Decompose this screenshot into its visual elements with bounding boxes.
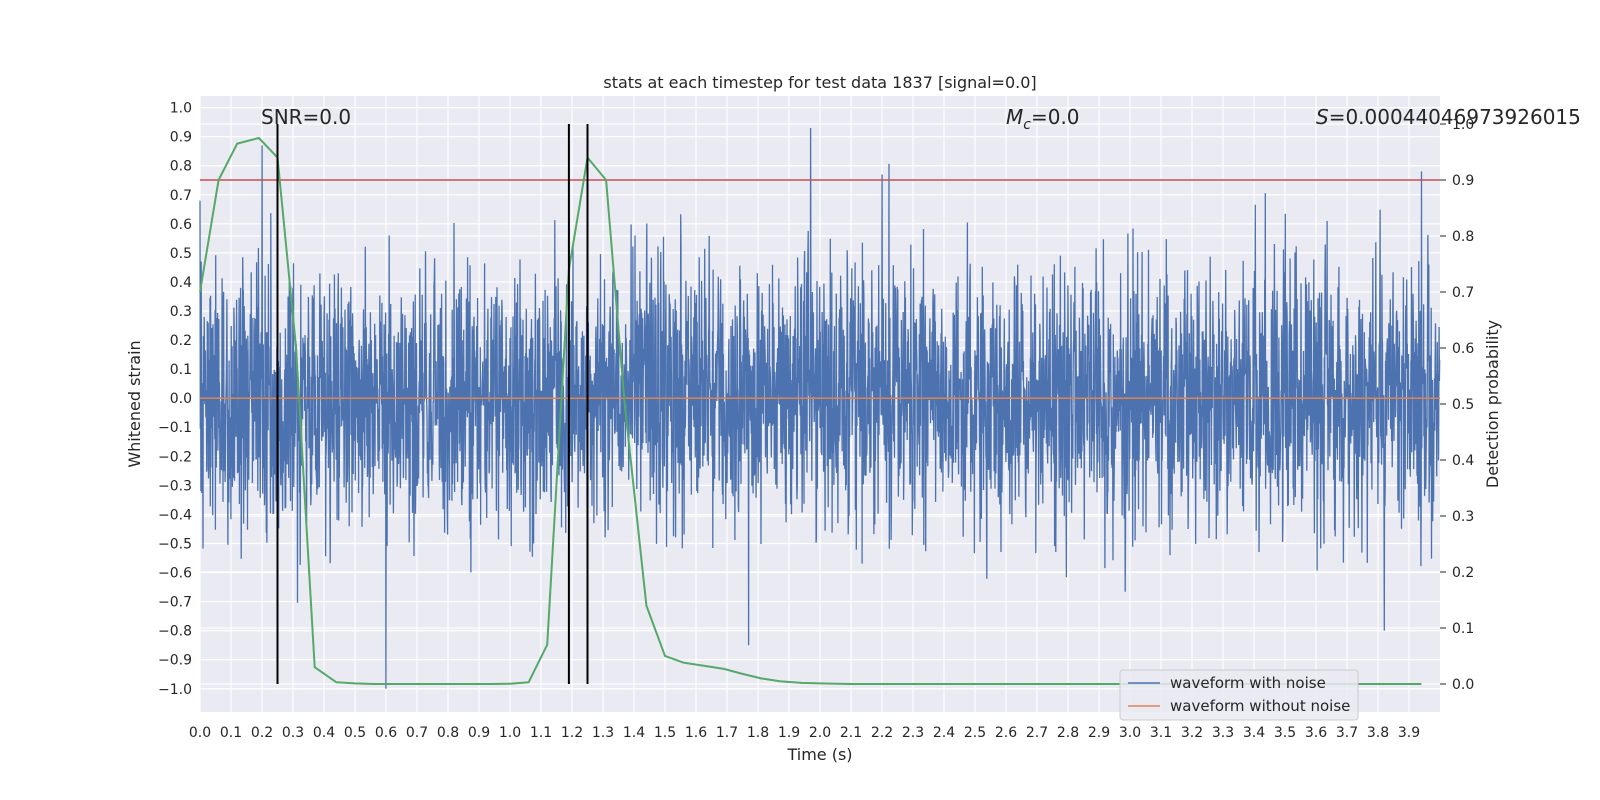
y-tick-label-left: 0.1 — [170, 362, 192, 378]
x-tick-label: 0.5 — [344, 725, 366, 741]
x-tick-label: 2.4 — [933, 725, 955, 741]
y-tick-label-left: −0.7 — [158, 595, 192, 611]
y-tick-label-right: 0.5 — [1452, 397, 1474, 413]
x-tick-label: 1.2 — [561, 725, 583, 741]
x-tick-label: 2.8 — [1057, 725, 1079, 741]
x-tick-label: 0.6 — [375, 725, 397, 741]
legend-box — [1119, 669, 1359, 721]
y-tick-label-left: 0.6 — [170, 217, 192, 233]
y-tick-label-left: −0.4 — [158, 507, 192, 523]
x-tick-label: 2.3 — [902, 725, 924, 741]
x-tick-label: 3.3 — [1212, 725, 1234, 741]
x-tick-label: 1.8 — [747, 725, 769, 741]
y-tick-label-right: 0.7 — [1452, 285, 1474, 301]
x-tick-label: 3.9 — [1398, 725, 1420, 741]
series-line-waveform-with-noise — [199, 127, 1441, 689]
x-tick-label: 3.5 — [1274, 725, 1296, 741]
x-tick-label: 2.1 — [840, 725, 862, 741]
x-tick-label: 0.3 — [282, 725, 304, 741]
x-tick-label: 0.7 — [406, 725, 428, 741]
x-tick-label: 3.0 — [1119, 725, 1141, 741]
x-tick-label: 3.8 — [1367, 725, 1389, 741]
mc-symbol: M — [1006, 105, 1023, 129]
x-tick-label: 2.5 — [964, 725, 986, 741]
x-axis-label: Time (s) — [786, 745, 852, 764]
y-tick-label-left: −0.3 — [158, 478, 192, 494]
x-tick-label: 0.8 — [437, 725, 459, 741]
x-tick-label: 0.2 — [251, 725, 273, 741]
x-tick-label: 2.7 — [1026, 725, 1048, 741]
y-tick-label-left: −0.5 — [158, 536, 192, 552]
x-tick-label: 3.2 — [1181, 725, 1203, 741]
x-tick-label: 1.6 — [685, 725, 707, 741]
x-tick-label: 1.5 — [654, 725, 676, 741]
x-tick-label: 1.1 — [530, 725, 552, 741]
y-tick-label-right: 1.0 — [1452, 117, 1474, 133]
x-tick-label: 1.3 — [592, 725, 614, 741]
x-tick-label: 2.6 — [995, 725, 1017, 741]
vertical-markers — [276, 124, 589, 684]
y-tick-label-left: 0.9 — [170, 130, 192, 146]
x-tick-label: 2.9 — [1088, 725, 1110, 741]
y-tick-label-left: 1.0 — [170, 101, 192, 117]
y-tick-label-left: 0.4 — [170, 275, 192, 291]
y-axis-label-right: Detection probability — [1483, 320, 1502, 488]
y-tick-label-left: −0.8 — [158, 624, 192, 640]
legend-label-waveform-with-noise: waveform with noise — [1170, 674, 1326, 692]
x-tick-label: 1.4 — [623, 725, 645, 741]
chart-title: stats at each timestep for test data 183… — [603, 73, 1036, 92]
x-tick-label: 1.7 — [716, 725, 738, 741]
y-tick-label-right: 0.1 — [1452, 621, 1474, 637]
x-tick-label: 3.6 — [1305, 725, 1327, 741]
x-tick-label: 0.4 — [313, 725, 335, 741]
y-tick-label-left: 0.3 — [170, 304, 192, 320]
y-tick-label-left: −0.2 — [158, 449, 192, 465]
y-tick-label-right: 0.6 — [1452, 341, 1474, 357]
y-tick-label-right: 0.4 — [1452, 453, 1474, 469]
y-tick-label-left: 0.2 — [170, 333, 192, 349]
s-annotation: S=0.00044046973926015 — [1316, 105, 1581, 129]
y-tick-label-right: 0.8 — [1452, 229, 1474, 245]
y-axis-label-left: Whitened strain — [125, 340, 144, 467]
s-value: =0.00044046973926015 — [1329, 105, 1581, 129]
x-tick-label: 2.0 — [809, 725, 831, 741]
x-tick-label: 3.4 — [1243, 725, 1265, 741]
y-tick-labels-right: 1.0 0.9 0.8 0.7 0.6 0.5 0.4 0.3 0.2 0.1 0.0 — [1440, 117, 1474, 693]
legend: waveform with noise waveform without noi… — [1119, 669, 1359, 721]
x-tick-label: 0.1 — [220, 725, 242, 741]
x-tick-label: 1.9 — [778, 725, 800, 741]
y-tick-label-left: 0.0 — [170, 391, 192, 407]
mc-value: =0.0 — [1031, 105, 1080, 129]
snr-annotation: SNR=0.0 — [261, 105, 351, 129]
y-tick-label-left: −1.0 — [158, 682, 192, 698]
s-symbol: S — [1316, 105, 1329, 129]
mc-subscript: c — [1023, 117, 1031, 133]
y-tick-label-left: 0.5 — [170, 246, 192, 262]
x-tick-label: 1.0 — [499, 725, 521, 741]
y-tick-label-right: 0.2 — [1452, 565, 1474, 581]
x-tick-label: 3.7 — [1336, 725, 1358, 741]
series-line-detection-probability — [199, 136, 1422, 685]
x-tick-label: 0.9 — [468, 725, 490, 741]
y-tick-label-right: 0.9 — [1452, 173, 1474, 189]
mc-annotation: Mc=0.0 — [1006, 105, 1080, 133]
x-tick-label: 0.0 — [189, 725, 211, 741]
y-tick-label-left: 0.7 — [170, 188, 192, 204]
y-tick-label-right: 0.0 — [1452, 677, 1474, 693]
y-tick-label-left: −0.6 — [158, 566, 192, 582]
y-tick-label-right: 0.3 — [1452, 509, 1474, 525]
legend-label-waveform-without-noise: waveform without noise — [1170, 697, 1350, 715]
x-tick-labels: 0.0 0.1 0.2 0.3 0.4 0.5 0.6 0.7 0.8 0.9 1.0 1.1 1.2 1… — [189, 725, 1420, 741]
y-tick-labels-left: 1.0 0.9 0.8 0.7 0.6 0.5 0.4 0.3 0.2 0.1 0.0 −0.1 −0.… — [158, 101, 192, 698]
y-tick-label-left: 0.8 — [170, 159, 192, 175]
y-tick-label-left: −0.1 — [158, 420, 192, 436]
x-tick-label: 2.2 — [871, 725, 893, 741]
x-tick-label: 3.1 — [1150, 725, 1172, 741]
y-tick-label-left: −0.9 — [158, 653, 192, 669]
